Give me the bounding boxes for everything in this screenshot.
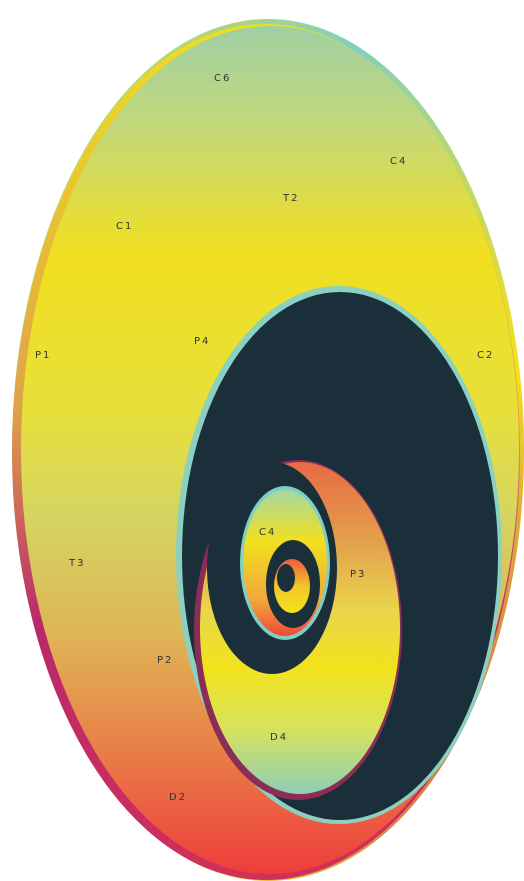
- label-p1: P1: [35, 350, 51, 361]
- dark-core: [277, 564, 295, 592]
- label-p3: P3: [350, 569, 366, 580]
- label-p2: P2: [157, 655, 173, 666]
- label-c4-outer: C4: [390, 156, 407, 167]
- label-d4: D4: [270, 732, 288, 743]
- label-t3: T3: [68, 558, 85, 569]
- label-d2: D2: [169, 792, 187, 803]
- label-c2: C2: [477, 350, 494, 361]
- label-c4-inner: C4: [259, 527, 276, 538]
- label-c6: C6: [214, 73, 231, 84]
- label-t2: T2: [282, 193, 299, 204]
- label-c1: C1: [116, 221, 133, 232]
- label-p4: P4: [194, 336, 210, 347]
